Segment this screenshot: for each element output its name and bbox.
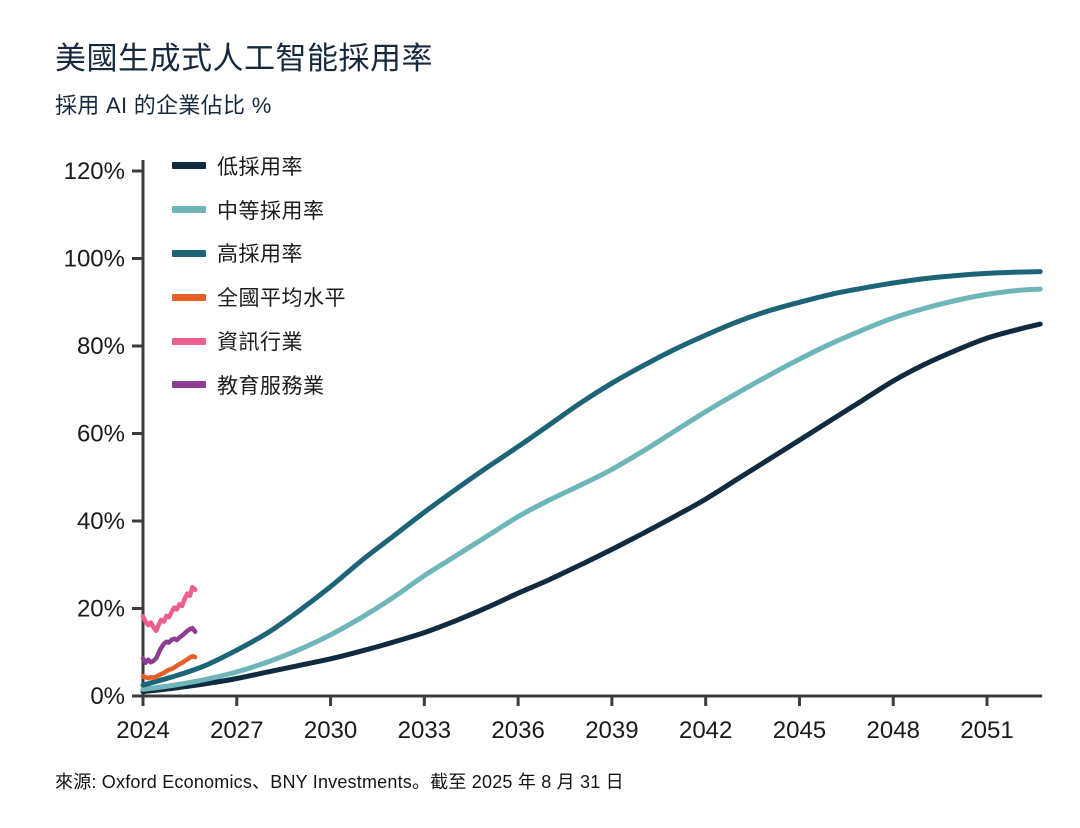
legend-swatch-high-adoption bbox=[172, 249, 206, 257]
series-line-medium-adoption bbox=[140, 286, 1043, 692]
x-tick-label: 2039 bbox=[585, 717, 638, 744]
x-tick-label: 2042 bbox=[679, 717, 732, 744]
legend-label: 全國平均水平 bbox=[217, 287, 346, 311]
x-tick-label: 2033 bbox=[398, 717, 451, 744]
chart-title: 美國生成式人工智能採用率 bbox=[55, 41, 433, 76]
chart-subtitle: 採用 AI 的企業佔比 % bbox=[55, 93, 272, 118]
y-tick-label: 120% bbox=[64, 158, 125, 185]
x-tick-label: 2045 bbox=[773, 717, 826, 744]
legend-item-medium-adoption: 中等採用率 bbox=[172, 188, 346, 232]
y-tick-label: 80% bbox=[77, 333, 125, 360]
legend-item-information-industry: 資訊行業 bbox=[172, 319, 346, 363]
legend-label: 教育服務業 bbox=[217, 374, 325, 398]
legend-label: 中等採用率 bbox=[217, 199, 325, 223]
legend-swatch-education-services bbox=[172, 381, 206, 389]
x-tick-label: 2024 bbox=[116, 717, 169, 744]
series-line-education-services bbox=[140, 625, 198, 666]
series-line-high-adoption bbox=[140, 269, 1043, 688]
legend-swatch-national-average bbox=[172, 293, 206, 301]
y-tick-label: 0% bbox=[90, 683, 125, 710]
x-tick-label: 2048 bbox=[867, 717, 920, 744]
legend-item-low-adoption: 低採用率 bbox=[172, 144, 346, 188]
source-note: 來源: Oxford Economics、BNY Investments。截至 … bbox=[55, 772, 624, 792]
y-tick-label: 60% bbox=[77, 421, 125, 448]
chart-legend: 低採用率中等採用率高採用率全國平均水平 資訊行業教育服務業 bbox=[172, 144, 346, 407]
legend-item-education-services: 教育服務業 bbox=[172, 363, 346, 407]
legend-item-national-average: 全國平均水平 bbox=[172, 275, 346, 319]
legend-swatch-information-industry bbox=[172, 337, 206, 345]
y-tick-label: 20% bbox=[77, 596, 125, 623]
legend-swatch-medium-adoption bbox=[172, 206, 206, 214]
legend-swatch-low-adoption bbox=[172, 162, 206, 170]
y-tick-label: 40% bbox=[77, 508, 125, 535]
legend-label: 資訊行業 bbox=[217, 331, 303, 355]
x-tick-label: 2027 bbox=[210, 717, 263, 744]
series-line-information-industry bbox=[140, 584, 198, 634]
x-tick-label: 2036 bbox=[491, 717, 544, 744]
x-tick-label: 2030 bbox=[304, 717, 357, 744]
x-tick-label: 2051 bbox=[960, 717, 1013, 744]
legend-label: 低採用率 bbox=[217, 155, 303, 179]
y-tick-label: 100% bbox=[64, 246, 125, 273]
series-line-national-average bbox=[140, 653, 198, 681]
legend-item-high-adoption: 高採用率 bbox=[172, 232, 346, 276]
series-line-low-adoption bbox=[140, 321, 1043, 695]
legend-label: 高採用率 bbox=[217, 243, 303, 267]
